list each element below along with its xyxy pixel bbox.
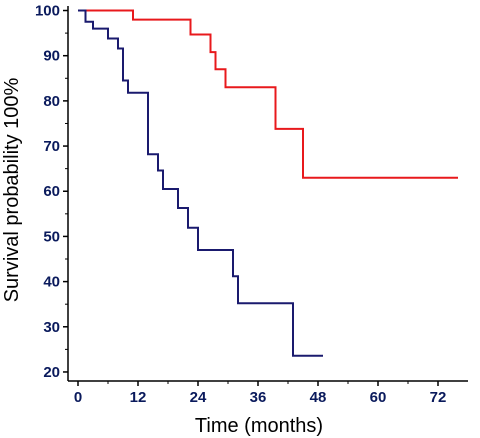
series-line-1 — [78, 9, 323, 357]
y-tick-label: 90 — [43, 48, 60, 65]
x-tick-label: 60 — [370, 389, 387, 406]
y-axis-title: Survival probability 100% — [1, 78, 23, 303]
series-line-0 — [78, 9, 458, 179]
plot-lines — [78, 9, 458, 357]
axes — [67, 6, 468, 382]
x-tick-label: 0 — [74, 389, 82, 406]
y-tick-label: 50 — [43, 228, 60, 245]
y-tick-label: 80 — [43, 93, 60, 110]
y-tick-label: 70 — [43, 138, 60, 155]
x-tick-label: 36 — [250, 389, 267, 406]
y-tick-label: 40 — [43, 274, 60, 291]
y-tick-label: 60 — [43, 183, 60, 200]
y-tick-label: 100 — [35, 3, 60, 20]
x-tick-label: 48 — [310, 389, 327, 406]
x-axis-title: Time (months) — [195, 415, 323, 437]
y-tick-label: 30 — [43, 319, 60, 336]
x-axis-ticks: 0 12 24 36 48 60 72 — [74, 381, 447, 406]
x-tick-label: 12 — [130, 389, 147, 406]
x-tick-label: 72 — [430, 389, 447, 406]
y-axis-ticks: 20 30 40 50 60 70 80 90 100 — [35, 3, 68, 381]
y-tick-label: 20 — [43, 364, 60, 381]
x-tick-label: 24 — [190, 389, 207, 406]
